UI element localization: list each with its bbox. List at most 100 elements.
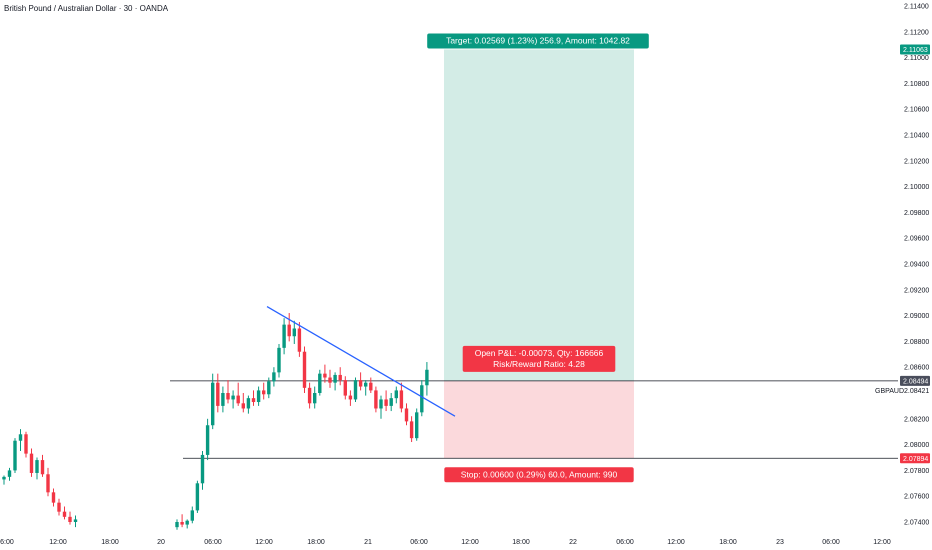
stop-label-text: Stop: 0.00600 (0.29%) 60.0, Amount: 990 <box>461 469 618 479</box>
y-tick-label: 2.07600 <box>904 494 929 501</box>
x-tick-label: 18:00 <box>512 539 530 546</box>
candle <box>221 386 225 413</box>
candle-body <box>256 390 261 403</box>
position-zones <box>444 49 634 459</box>
y-tick-label: 2.10000 <box>904 184 929 191</box>
candle-body <box>231 395 235 400</box>
y-tick-label: 2.11400 <box>904 4 929 11</box>
symbol-label: GBPAUD <box>875 388 904 395</box>
stop-price-tag-text: 2.07894 <box>903 456 928 463</box>
candle-body <box>389 398 393 406</box>
y-tick-label: 2.10600 <box>904 107 929 114</box>
y-tick-label: 2.09600 <box>904 236 929 243</box>
candle <box>389 393 393 412</box>
candle <box>68 511 72 525</box>
x-tick-label: 22 <box>569 539 577 546</box>
candle <box>57 498 61 516</box>
y-tick-label: 2.08000 <box>904 442 929 449</box>
candle <box>297 322 302 357</box>
candle-body <box>251 398 256 403</box>
candle-body <box>272 372 276 382</box>
candle-body <box>241 403 245 409</box>
candle <box>425 362 429 396</box>
candle <box>343 376 347 400</box>
trendline-layer <box>266 306 456 417</box>
candle <box>369 377 373 393</box>
open-pnl-label-bg <box>462 345 616 372</box>
target-label-bg <box>427 33 649 49</box>
candle <box>29 448 34 477</box>
candle <box>307 382 312 409</box>
y-tick-label: 2.09800 <box>904 210 929 217</box>
x-tick-label: 23 <box>776 539 784 546</box>
open-pnl-label-text: Risk/Reward Ratio: 4.28 <box>493 359 585 369</box>
candle <box>7 467 12 481</box>
loss-zone <box>444 380 634 459</box>
candle <box>211 373 215 430</box>
open-pnl-label-text: Open P&L: -0.00073, Qty: 166666 <box>475 348 604 358</box>
candle <box>175 519 179 530</box>
candle-body <box>277 347 281 373</box>
candle <box>35 457 39 480</box>
candle-body <box>409 421 414 439</box>
candle <box>272 367 276 387</box>
candle-body <box>338 374 342 381</box>
candle <box>256 386 261 406</box>
candle <box>282 318 286 355</box>
y-tick-label: 2.07800 <box>904 468 929 475</box>
candle-body <box>379 399 383 409</box>
position-lines <box>170 380 898 459</box>
entry-price-tag: 2.08494 <box>900 375 930 386</box>
candle <box>267 377 271 399</box>
candle-body <box>369 382 373 391</box>
candle <box>379 395 383 419</box>
candle-body <box>313 393 317 404</box>
candle-body <box>51 492 56 503</box>
candle-body <box>73 519 78 522</box>
candle-body <box>18 434 23 441</box>
price-axis: 2.11400 2.11200 2.11000 2.10800 2.10600 2.104… <box>875 4 930 527</box>
position-labels: Target: 0.02569 (1.23%) 256.9, Amount: 1… <box>427 33 649 483</box>
candle-body <box>216 382 220 406</box>
candle-body <box>175 522 179 528</box>
candle <box>246 395 251 414</box>
x-tick-label: 18:00 <box>719 539 737 546</box>
candle <box>190 506 194 524</box>
chart-title: British Pound / Australian Dollar · 30 ·… <box>4 4 169 13</box>
x-tick-label: 12:00 <box>873 539 891 546</box>
candle-body <box>68 516 72 522</box>
x-tick-label: 06:00 <box>822 539 840 546</box>
y-tick-label: 2.08421 <box>904 388 929 395</box>
candle <box>262 382 266 400</box>
candle-body <box>29 453 34 473</box>
time-axis: 06:00 12:00 18:00 20 06:00 12:00 18:00 21 06:00 1… <box>0 539 891 546</box>
x-tick-label: 18:00 <box>101 539 119 546</box>
candle-body <box>302 351 307 388</box>
candle <box>374 386 378 413</box>
candle <box>323 364 327 383</box>
candle-body <box>323 373 327 378</box>
candle <box>364 380 368 396</box>
candle-body <box>62 511 67 517</box>
candle-body <box>292 328 296 337</box>
x-tick-label: 06:00 <box>0 539 14 546</box>
target-label-text: Target: 0.02569 (1.23%) 256.9, Amount: 1… <box>446 35 630 45</box>
candle <box>236 382 240 406</box>
x-tick-label: 21 <box>364 539 372 546</box>
candle <box>384 390 388 412</box>
candle-body <box>190 510 194 521</box>
candle-body <box>328 377 332 383</box>
y-tick-label: 2.11000 <box>904 55 929 62</box>
candle-body <box>348 395 353 400</box>
candle <box>292 320 296 344</box>
candle-body <box>297 328 302 352</box>
candle <box>73 515 78 528</box>
stop-price-tag: 2.07894 <box>900 453 930 464</box>
candle <box>318 369 322 396</box>
candle <box>195 480 200 513</box>
candle <box>313 386 317 409</box>
candle-body <box>180 522 184 525</box>
candle-body <box>226 393 230 400</box>
candle-body <box>236 395 240 404</box>
